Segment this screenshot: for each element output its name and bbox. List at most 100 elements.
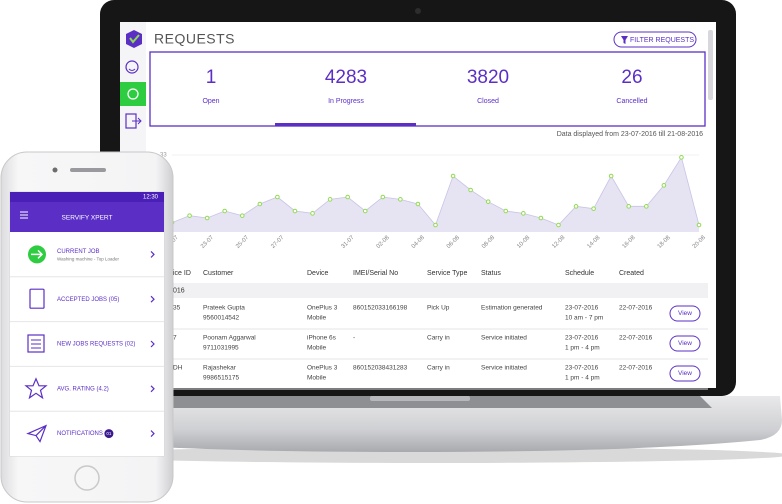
data-point (222, 208, 227, 214)
data-point (345, 194, 350, 200)
view-button[interactable] (669, 335, 701, 352)
cell-text: 10 am - 7 pm (565, 315, 603, 322)
view-button[interactable] (669, 365, 701, 382)
cell-text: 860152033166198 (353, 305, 408, 312)
stat-label[interactable]: Closed (477, 98, 499, 105)
menu-item[interactable] (10, 411, 164, 456)
nav-active[interactable] (120, 82, 146, 106)
keyboard-edge (150, 396, 712, 408)
cell-text: 9560014542 (203, 315, 240, 322)
active-tab-underline (275, 123, 416, 126)
nav-icon (127, 88, 139, 100)
column-header: Schedule (565, 270, 594, 277)
filter-icon (621, 36, 628, 44)
phone-header (10, 202, 164, 232)
scrollbar (708, 30, 713, 100)
stat-label[interactable]: Cancelled (616, 98, 647, 105)
menu-label[interactable]: NEW JOBS REQUESTS (02) (57, 342, 135, 348)
cell-text: DH (173, 365, 183, 372)
cell-text: OnePlus 3 (307, 305, 338, 312)
app-title: SERVIFY XPERT (62, 215, 113, 222)
menu-icon (27, 334, 45, 353)
data-point (310, 211, 315, 216)
menu-label[interactable]: NOTIFICATIONS (57, 431, 103, 437)
menu-item[interactable] (10, 276, 164, 322)
logo-check (129, 34, 140, 44)
stat-value[interactable]: 1 (206, 67, 217, 88)
menu-item[interactable] (10, 366, 164, 412)
menu-sublabel: Washing machine - Top Loader (57, 257, 120, 262)
phone-speaker (70, 168, 106, 172)
data-point (239, 213, 245, 218)
menu-icon (24, 377, 48, 400)
date-range: Data displayed from 23-07-2016 till 21-0… (557, 131, 703, 138)
data-point (538, 215, 544, 221)
nav-icon[interactable] (125, 60, 139, 74)
data-point (556, 222, 561, 228)
cell-text: Prateek Gupta (203, 305, 245, 312)
data-point (503, 208, 509, 214)
menu-label[interactable]: ACCEPTED JOBS (05) (57, 297, 119, 303)
stat-value[interactable]: 26 (621, 67, 642, 88)
home-button (74, 465, 100, 491)
filter-button[interactable] (613, 31, 697, 48)
cell-text: Mobile (307, 345, 327, 352)
stat-label[interactable]: Open (202, 98, 219, 105)
cell-text: Mobile (307, 315, 327, 322)
data-point (450, 173, 456, 179)
data-point (468, 187, 473, 193)
cell-text: OnePlus 3 (307, 365, 338, 372)
nav-icon-smile (128, 68, 136, 71)
group-label: 016 (173, 287, 185, 294)
data-point (327, 197, 333, 202)
cell-text: Estimation generated (481, 305, 543, 312)
cell-text: Service initiated (481, 335, 527, 342)
data-point (257, 201, 263, 207)
data-point (521, 211, 526, 216)
filter-label[interactable]: FILTER REQUESTS (630, 37, 694, 44)
area (172, 157, 699, 232)
cell-text: 22-07-2016 (619, 335, 653, 342)
cell-text: 22-07-2016 (619, 365, 653, 372)
group-row (146, 283, 708, 298)
cell-text: Carry in (427, 365, 450, 372)
data-point (573, 204, 579, 209)
data-point (485, 199, 491, 204)
column-header: Customer (203, 270, 234, 277)
phone-camera (52, 167, 58, 173)
stat-label[interactable]: In Progress (328, 98, 364, 105)
menu-icon (29, 288, 45, 309)
data-point (415, 201, 421, 207)
data-point (696, 222, 702, 228)
data-point (204, 215, 210, 221)
data-point (275, 194, 280, 200)
nav-icon-arrow (132, 117, 142, 125)
menu-label[interactable]: AVG. RATING (4.2) (57, 386, 109, 392)
data-point (362, 208, 368, 214)
y-tick-label: 33 (160, 153, 167, 159)
chevron (150, 295, 155, 303)
view-label[interactable]: View (678, 340, 692, 347)
stat-value[interactable]: 4283 (325, 67, 367, 88)
column-header: Created (619, 270, 644, 277)
cell-text: Rajashekar (203, 365, 237, 372)
cell-text: 35 (173, 305, 181, 312)
stat-value[interactable]: 3820 (467, 67, 509, 88)
data-point (626, 204, 632, 209)
cell-text: 23-07-2016 (565, 335, 599, 342)
cell-text: 9711031995 (203, 345, 239, 352)
badge-label: 01 (106, 431, 112, 436)
menu-icon[interactable] (20, 211, 28, 219)
view-button[interactable] (669, 305, 701, 322)
cell-text: - (353, 335, 355, 342)
menu-label[interactable]: CURRENT JOB (57, 249, 100, 255)
cell-text: Pick Up (427, 305, 450, 312)
view-label[interactable]: View (678, 310, 692, 317)
data-point (398, 197, 403, 202)
view-label[interactable]: View (678, 370, 692, 377)
cell-text: 9986515175 (203, 375, 240, 382)
shadow (70, 447, 782, 463)
cell-text: 22-07-2016 (619, 305, 653, 312)
